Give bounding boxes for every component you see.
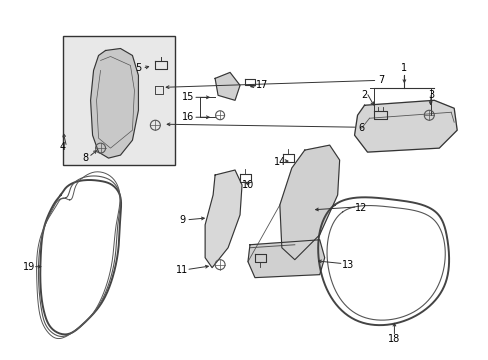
Polygon shape [354,100,456,152]
Text: 17: 17 [255,80,267,90]
Text: 4: 4 [60,142,65,152]
Text: 11: 11 [176,265,188,275]
Text: 6: 6 [358,123,364,133]
Text: 9: 9 [179,215,185,225]
Text: 13: 13 [341,260,353,270]
Bar [62,36,175,165]
Text: 12: 12 [355,203,367,213]
Text: 14: 14 [273,157,285,167]
Text: 15: 15 [182,92,194,102]
Text: 10: 10 [242,180,254,190]
Text: 19: 19 [22,262,35,272]
Polygon shape [90,49,138,158]
Text: 1: 1 [401,63,407,73]
Text: 5: 5 [135,63,141,73]
Text: 3: 3 [427,90,433,100]
Text: 2: 2 [361,90,367,100]
Polygon shape [205,170,242,268]
Polygon shape [215,72,240,100]
Polygon shape [247,240,324,278]
Text: 8: 8 [82,153,88,163]
Text: 18: 18 [387,334,400,345]
Text: 7: 7 [378,75,384,85]
Text: 16: 16 [182,112,194,122]
Polygon shape [279,145,339,260]
